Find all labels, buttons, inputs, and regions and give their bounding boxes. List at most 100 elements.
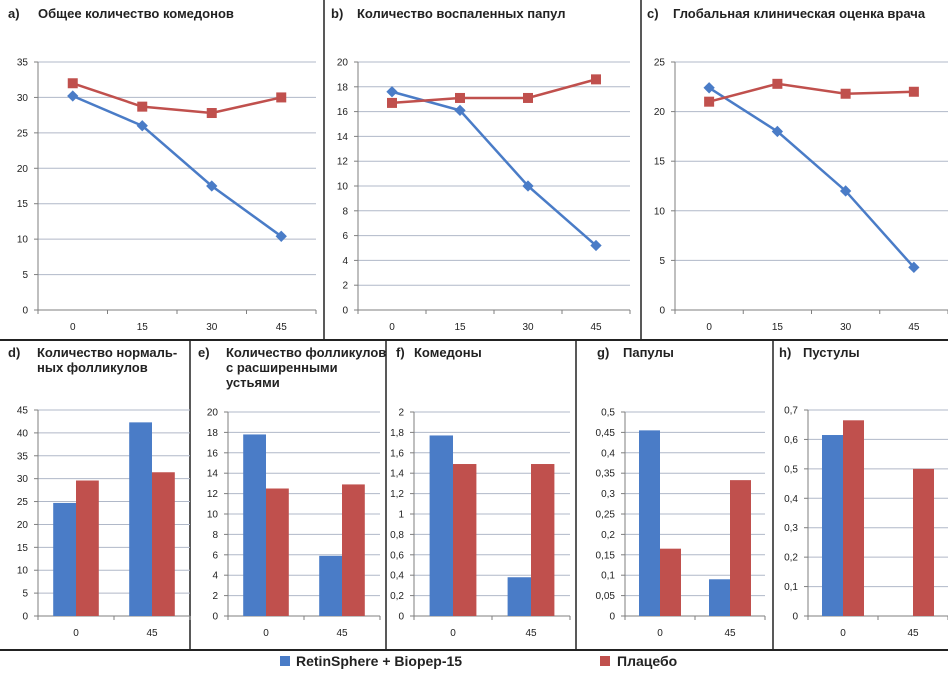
y-tick-label: 0,5 [784, 464, 798, 475]
y-tick-label: 8 [212, 530, 218, 541]
bar [319, 555, 342, 616]
bar [429, 435, 453, 616]
y-tick-label: 25 [17, 497, 29, 508]
y-tick-label: 2 [342, 281, 348, 292]
data-point [276, 92, 287, 103]
bar [129, 422, 152, 616]
y-tick-label: 0,8 [390, 530, 404, 541]
panel-h: h) Пустулы 0 0,1 0,2 0,3 0,4 0,5 0,6 0,7 0 45 [779, 345, 948, 639]
y-tick-label: 4 [212, 571, 218, 582]
y-tick-label: 10 [207, 510, 219, 521]
data-point [386, 86, 398, 98]
y-tick-label: 25 [17, 128, 29, 139]
y-tick-label: 0,6 [784, 435, 798, 446]
bar [453, 464, 477, 616]
data-point [523, 92, 533, 103]
x-tick-label: 45 [724, 628, 736, 639]
data-point [704, 96, 715, 107]
x-tick-label: 0 [73, 628, 79, 639]
y-tick-label: 25 [654, 58, 666, 69]
y-tick-label: 1,2 [390, 489, 404, 500]
panel-letter: b) [331, 6, 343, 21]
y-tick-label: 1 [398, 510, 404, 521]
y-tick-label: 0,2 [601, 530, 615, 541]
y-tick-label: 0 [792, 612, 798, 623]
series-line-0 [708, 86, 915, 269]
x-tick-label: 0 [389, 322, 395, 333]
y-tick-label: 1,8 [390, 428, 404, 439]
y-tick-label: 0,4 [390, 571, 404, 582]
series-line-1 [708, 82, 914, 103]
data-point [522, 180, 534, 192]
panel-title-line2: с расширенными [226, 360, 338, 375]
legend: RetinSphere + Biopep-15 Плацебо [280, 653, 677, 669]
x-tick-label: 45 [146, 628, 158, 639]
data-point [840, 88, 851, 99]
x-tick-label: 45 [525, 628, 537, 639]
y-tick-label: 0,1 [601, 571, 615, 582]
y-tick-label: 0,25 [596, 510, 616, 521]
legend-swatch [280, 656, 290, 666]
bar [53, 502, 76, 616]
bar [266, 488, 289, 616]
y-tick-label: 20 [17, 164, 29, 175]
y-tick-label: 16 [337, 107, 349, 118]
panel-title: Глобальная клиническая оценка врача [673, 6, 926, 21]
y-tick-label: 0,1 [784, 582, 798, 593]
panel-letter: d) [8, 345, 20, 360]
y-tick-label: 18 [207, 428, 219, 439]
panel-a: a) Общее количество комедонов 0 5 10 15 20 25 30… [8, 6, 317, 333]
x-tick-label: 30 [206, 322, 218, 333]
bar [639, 430, 660, 616]
x-tick-label: 45 [590, 322, 602, 333]
bar [709, 579, 730, 616]
bar [342, 484, 365, 616]
y-tick-label: 0,05 [596, 591, 616, 602]
y-tick-label: 14 [207, 469, 219, 480]
data-point [67, 90, 79, 102]
bar [76, 480, 99, 616]
y-tick-label: 35 [17, 451, 29, 462]
data-point [839, 185, 852, 197]
panel-title-line2: ных фолликулов [37, 360, 148, 375]
x-tick-label: 0 [450, 628, 456, 639]
bar [913, 468, 934, 616]
y-tick-label: 0 [22, 612, 28, 623]
x-tick-label: 0 [840, 628, 846, 639]
bar [243, 434, 266, 616]
y-tick-label: 0,3 [601, 489, 615, 500]
panel-letter: h) [779, 345, 791, 360]
y-tick-label: 1,4 [390, 469, 404, 480]
y-tick-label: 0,15 [596, 550, 616, 561]
y-tick-label: 45 [17, 406, 29, 417]
y-tick-label: 0,2 [784, 553, 798, 564]
data-point [206, 108, 217, 119]
data-point [908, 86, 919, 97]
data-point [67, 78, 78, 89]
y-tick-label: 16 [207, 448, 219, 459]
y-tick-label: 5 [659, 256, 665, 267]
panel-title: Количество воспаленных папул [357, 6, 566, 21]
panel-g: g) Папулы 0 0,05 0,1 0,15 0,2 0,25 0,3 0,35 0,4 0,4… [596, 345, 766, 639]
x-tick-label: 30 [522, 322, 534, 333]
legend-swatch [600, 656, 610, 666]
data-point [590, 239, 602, 252]
y-tick-label: 0 [659, 306, 665, 317]
y-tick-label: 0,5 [601, 408, 615, 419]
x-tick-label: 45 [336, 628, 348, 639]
bar [531, 464, 555, 616]
chart-panels: a) Общее количество комедонов051015202530… [8, 6, 948, 639]
y-tick-label: 4 [342, 256, 348, 267]
y-tick-label: 35 [17, 58, 29, 69]
data-point [908, 261, 920, 274]
x-tick-label: 15 [454, 322, 466, 333]
y-tick-label: 18 [337, 82, 349, 93]
panel-title: Пустулы [803, 345, 860, 360]
x-tick-label: 45 [908, 322, 920, 333]
panel-letter: g) [597, 345, 609, 360]
y-tick-label: 15 [654, 157, 666, 168]
y-tick-label: 20 [17, 520, 29, 531]
data-point [206, 180, 218, 192]
